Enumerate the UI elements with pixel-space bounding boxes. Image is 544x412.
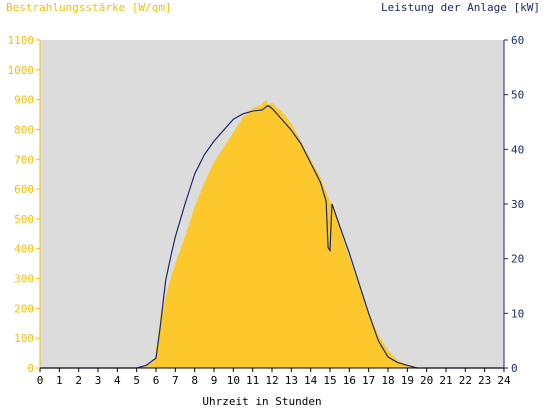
power-line	[40, 104, 504, 369]
left-tick-label: 500	[14, 213, 34, 226]
irradiance-area	[40, 99, 504, 368]
left-tick-label: 0	[27, 362, 34, 375]
right-tick-label: 0	[511, 362, 518, 375]
x-tick-label: 10	[227, 374, 240, 387]
right-tick-label: 60	[511, 34, 524, 47]
x-axis-title: Uhrzeit in Stunden	[202, 395, 321, 408]
left-tick-label: 300	[14, 273, 34, 286]
x-tick-label: 21	[439, 374, 452, 387]
x-tick-label: 11	[246, 374, 259, 387]
series-layer	[40, 99, 504, 369]
tick-layer: 0 1 2 3 4 5 6 7 8 9 10 11 12 13 14 15 16 17 18 19 20 21 22 23 24…	[8, 34, 525, 387]
right-tick-label: 30	[511, 198, 524, 211]
left-axis-title: Bestrahlungsstärke [W/qm]	[6, 1, 172, 14]
x-tick-label: 4	[114, 374, 121, 387]
x-tick-label: 19	[401, 374, 414, 387]
x-tick-label: 24	[497, 374, 511, 387]
x-tick-label: 5	[133, 374, 140, 387]
x-tick-label: 18	[381, 374, 394, 387]
left-tick-label: 700	[14, 153, 34, 166]
x-tick-label: 23	[478, 374, 491, 387]
x-tick-label: 6	[153, 374, 160, 387]
x-tick-label: 16	[343, 374, 356, 387]
x-tick-label: 20	[420, 374, 433, 387]
x-tick-label: 15	[323, 374, 336, 387]
x-tick-label: 17	[362, 374, 375, 387]
left-tick-label: 1100	[8, 34, 35, 47]
left-tick-label: 800	[14, 123, 34, 136]
x-tick-label: 9	[211, 374, 218, 387]
x-tick-label: 22	[459, 374, 472, 387]
left-tick-label: 900	[14, 94, 34, 107]
right-tick-label: 40	[511, 143, 524, 156]
right-tick-label: 50	[511, 89, 524, 102]
x-tick-label: 1	[56, 374, 63, 387]
left-tick-label: 400	[14, 243, 34, 256]
x-tick-label: 0	[37, 374, 44, 387]
x-tick-label: 2	[75, 374, 82, 387]
right-axis-title: Leistung der Anlage [kW]	[381, 1, 540, 14]
right-tick-label: 10	[511, 307, 524, 320]
left-tick-label: 200	[14, 302, 34, 315]
x-tick-label: 13	[285, 374, 298, 387]
x-tick-label: 3	[95, 374, 102, 387]
x-tick-label: 12	[265, 374, 278, 387]
x-tick-label: 14	[304, 374, 318, 387]
right-tick-label: 20	[511, 253, 524, 266]
x-tick-label: 8	[191, 374, 198, 387]
left-tick-label: 600	[14, 183, 34, 196]
left-tick-label: 100	[14, 332, 34, 345]
left-tick-label: 1000	[8, 64, 35, 77]
x-tick-label: 7	[172, 374, 179, 387]
